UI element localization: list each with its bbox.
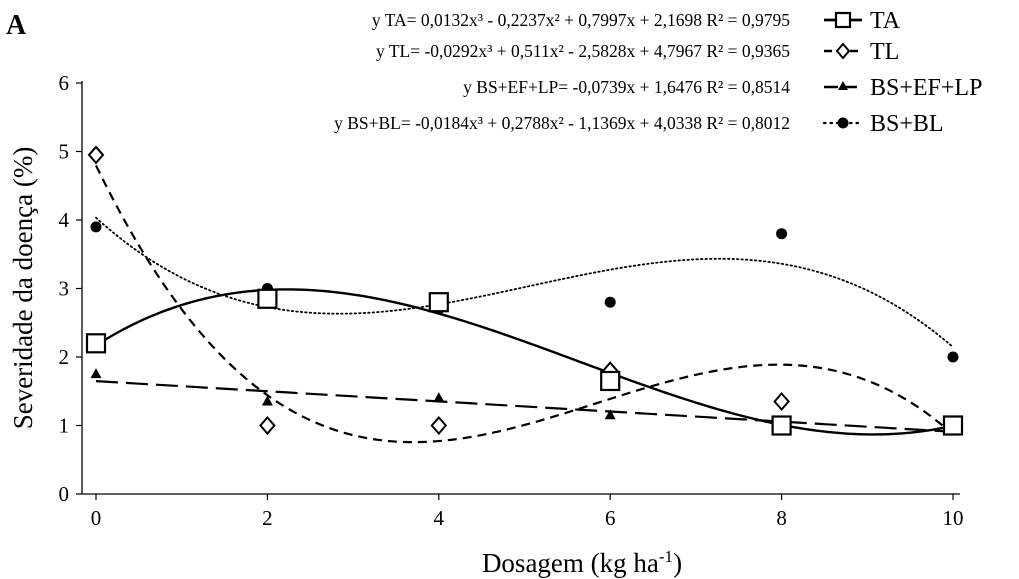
data-point-bs-ef-lp [90,368,102,379]
data-point-bs-bl [90,221,102,233]
y-axis-label: Severidade da doença (%) [8,147,38,430]
x-tick-label: 4 [434,506,445,530]
y-tick-label: 2 [59,345,70,369]
data-point-tl [259,415,276,436]
legend-marker-diamond [835,42,851,60]
y-tick-label: 5 [59,140,70,164]
data-point-tl [87,145,105,165]
legend-marker-triangle [838,81,848,90]
fit-curve-tl [95,164,954,444]
legend-label: TL [870,39,899,65]
data-point-ta [85,333,107,354]
x-tick-label: 2 [262,506,273,530]
data-point-bs-ef-lp [433,392,445,403]
x-tick-label: 10 [943,506,964,530]
data-point-bs-bl [776,228,788,240]
y-tick-label: 1 [59,414,70,438]
data-markers [85,145,964,436]
regression-equation: y TL= -0,0292x³ + 0,511x² - 2,5828x + 4,… [376,41,790,61]
fit-curve-bs-ef-lp [95,380,954,433]
axes: 0 1 2 3 4 5 6 0 2 4 6 8 10 [59,71,964,530]
regression-equation: y TA= 0,0132x³ - 0,2237x² + 0,7997x + 2,… [372,10,790,30]
legend-marker-circle [837,117,849,129]
legend-marker-square [834,11,852,29]
x-tick-label: 8 [776,506,787,530]
x-axis-label-main: Dosagem (kg ha [482,548,659,578]
data-point-tl [773,392,790,412]
data-point-ta [942,415,964,436]
regression-equation: y BS+BL= -0,0184x³ + 0,2788x² - 1,1369x … [334,113,790,133]
data-point-ta [257,288,278,309]
y-tick-label: 0 [59,482,70,506]
x-tick-label: 0 [91,506,102,530]
x-tick-label: 6 [605,506,616,530]
data-point-ta [771,415,792,436]
data-point-bs-ef-lp [604,409,616,420]
x-axis-label: Dosagem (kg ha-1) [482,547,682,578]
panel-label: A [6,10,27,41]
x-ticks: 0 2 4 6 8 10 [91,494,964,530]
data-point-ta [428,292,449,313]
fit-curve-ta [95,288,954,436]
regression-equation: y BS+EF+LP= -0,0739x + 1,6476 R² = 0,851… [463,77,790,97]
y-tick-label: 4 [59,208,70,232]
legend-label: BS+EF+LP [870,75,982,101]
y-tick-label: 3 [59,277,70,301]
legend-label: BS+BL [870,111,944,137]
legend-label: TA [870,8,901,34]
fit-curves [95,164,954,444]
y-ticks: 0 1 2 3 4 5 6 [59,71,82,506]
data-point-bs-bl [604,296,616,308]
x-axis-label-superscript: -1 [659,547,673,566]
x-axis-label-close: ) [673,548,682,578]
data-point-ta [600,370,621,392]
data-point-bs-bl [947,351,959,363]
data-point-tl [430,415,448,436]
y-tick-label: 6 [59,71,70,95]
legend: y TA= 0,0132x³ - 0,2237x² + 0,7997x + 2,… [334,8,982,137]
fit-curve-bs-bl [95,216,954,348]
data-point-bs-ef-lp [261,395,273,406]
